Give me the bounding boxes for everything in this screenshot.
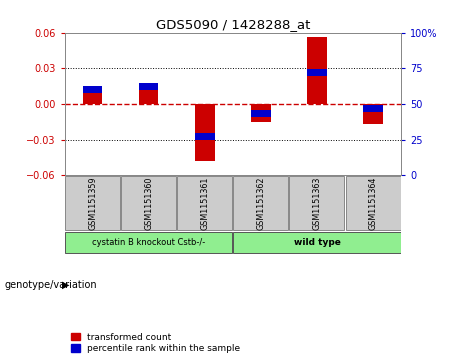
Bar	[307, 69, 327, 76]
Bar	[65, 232, 232, 253]
Text: genotype/variation: genotype/variation	[5, 280, 97, 290]
Bar	[363, 104, 383, 124]
Bar	[83, 86, 102, 93]
Text: GSM1151364: GSM1151364	[368, 176, 378, 230]
Text: GSM1151363: GSM1151363	[313, 176, 321, 230]
Legend: transformed count, percentile rank within the sample: transformed count, percentile rank withi…	[69, 331, 242, 355]
Bar	[65, 176, 120, 230]
Bar	[346, 176, 401, 230]
Bar	[139, 82, 159, 104]
Bar	[233, 176, 288, 230]
Title: GDS5090 / 1428288_at: GDS5090 / 1428288_at	[156, 19, 310, 32]
Bar	[177, 176, 232, 230]
Bar	[139, 83, 159, 90]
Bar	[363, 105, 383, 112]
Text: GSM1151361: GSM1151361	[200, 176, 209, 230]
Bar	[251, 104, 271, 122]
Bar	[83, 86, 102, 104]
Text: wild type: wild type	[294, 238, 340, 247]
Text: GSM1151359: GSM1151359	[88, 176, 97, 230]
Bar	[290, 176, 344, 230]
Bar	[121, 176, 176, 230]
Text: GSM1151362: GSM1151362	[256, 176, 266, 230]
Bar	[233, 232, 401, 253]
Text: ▶: ▶	[62, 280, 70, 290]
Text: cystatin B knockout Cstb-/-: cystatin B knockout Cstb-/-	[92, 238, 205, 247]
Bar	[195, 104, 214, 161]
Bar	[195, 133, 214, 140]
Text: GSM1151360: GSM1151360	[144, 176, 153, 230]
Bar	[307, 37, 327, 104]
Bar	[251, 110, 271, 118]
